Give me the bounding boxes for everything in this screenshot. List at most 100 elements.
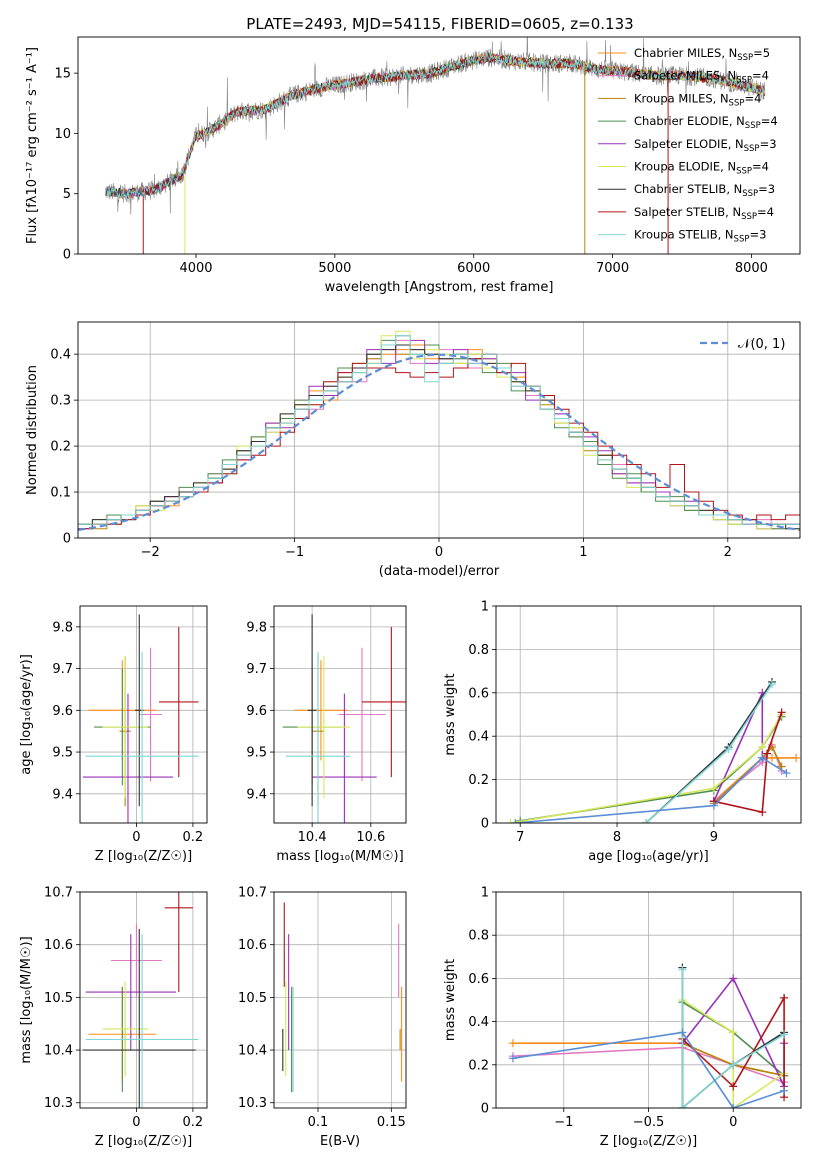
model-spectrum-line <box>105 52 765 200</box>
normal-curve <box>78 353 800 531</box>
y-axis-label: Flux [fλ10⁻¹⁷ erg cm⁻² s⁻¹ A⁻¹] <box>25 47 40 244</box>
weight-marker <box>780 993 789 1002</box>
weight-marker <box>506 819 515 823</box>
y-axis-label: mass [log₁₀(M/M☉)] <box>19 936 34 1063</box>
y-tick-label: 9.4 <box>246 787 267 802</box>
panel-age_vs_mass: 10.4 10.6 9.4 9.5 9.6 9.7 9.8 mass [log₁₀(M/M☉)… <box>246 605 407 864</box>
x-tick-label: 2 <box>724 545 732 560</box>
y-tick-label: 0.1 <box>50 486 71 501</box>
y-tick-label: 0.6 <box>468 686 489 701</box>
weight-marker <box>767 753 776 762</box>
x-tick-label: 0 <box>132 830 140 845</box>
plot-area <box>105 37 766 254</box>
errorbar-point <box>82 928 196 1108</box>
y-tick-label: 9.6 <box>246 704 267 719</box>
plot-area <box>282 902 403 1093</box>
errorbar-point <box>297 656 351 798</box>
y-tick-label: 10 <box>54 127 71 142</box>
x-tick-label: 7 <box>516 830 524 845</box>
legend-entry: Chabrier MILES, NSSP=5 <box>634 46 770 63</box>
panel-massweight_vs_Z: −1 −0.5 0 0 0.2 0.4 0.6 0.8 1 Z [log₁₀(Z/Z☉)] mass… <box>443 886 802 1149</box>
x-tick-label: 6000 <box>457 261 490 276</box>
y-tick-label: 9.6 <box>52 704 73 719</box>
weight-line <box>681 969 785 1108</box>
x-tick-label: −2 <box>141 545 160 560</box>
axes-frame <box>495 891 802 1109</box>
panel-massweight_vs_age: 7 8 9 0 0.2 0.4 0.6 0.8 1 age [log₁₀(age/yr)] mass… <box>443 600 802 864</box>
y-tick-label: 0.2 <box>468 1058 489 1073</box>
errorbar-point <box>139 647 162 782</box>
x-tick-label: 0.1 <box>308 1115 329 1130</box>
axes-frame <box>273 605 407 824</box>
y-tick-label: 0 <box>481 817 489 832</box>
weight-marker <box>729 1060 738 1069</box>
x-axis-label: Z [log₁₀(Z/Z☉)] <box>600 1134 697 1149</box>
axes-frame <box>273 891 407 1109</box>
y-tick-label: 10.7 <box>238 886 267 901</box>
errorbar-point <box>82 693 174 823</box>
x-tick-label: 8000 <box>735 261 768 276</box>
x-tick-label: 10.6 <box>356 830 385 845</box>
axes-frame <box>77 36 801 255</box>
y-tick-label: 0.4 <box>50 348 71 363</box>
errorbar-point <box>85 934 199 1108</box>
panel-spectrum: 4000 5000 6000 7000 8000 0 5 10 15 wavelength [An… <box>25 36 801 295</box>
y-tick-label: 0 <box>63 248 71 263</box>
y-tick-label: 9.8 <box>246 620 267 635</box>
x-tick-label: 0.2 <box>183 830 204 845</box>
errorbar-point <box>338 647 386 782</box>
plot-area <box>82 892 199 1108</box>
x-tick-label: 8 <box>613 830 621 845</box>
y-tick-label: 9.8 <box>52 620 73 635</box>
panel-age_vs_Z: 0 0.2 9.4 9.5 9.6 9.7 9.8 Z [log₁₀(Z/Z☉)] age [l… <box>19 605 208 864</box>
weight-marker <box>780 1030 789 1039</box>
errorbar-point <box>285 651 351 823</box>
errorbar-point <box>102 981 148 1077</box>
legend-entry: Chabrier ELODIE, NSSP=4 <box>634 114 778 131</box>
weight-marker <box>758 753 767 762</box>
x-axis-label: E(B-V) <box>320 1134 360 1149</box>
x-tick-label: 0 <box>435 545 443 560</box>
x-tick-label: 4000 <box>179 261 212 276</box>
x-tick-label: 0 <box>132 1115 140 1130</box>
x-axis-label: mass [log₁₀(M/M☉)] <box>276 849 403 864</box>
weight-marker <box>729 1104 738 1108</box>
x-tick-label: 9 <box>710 830 718 845</box>
y-tick-label: 10.5 <box>44 991 73 1006</box>
y-tick-label: 0.3 <box>50 394 71 409</box>
x-tick-label: −0.5 <box>633 1115 665 1130</box>
y-tick-label: 1 <box>481 600 489 615</box>
weight-marker <box>767 680 776 689</box>
y-tick-label: 10.3 <box>44 1096 73 1111</box>
plot-area <box>506 677 801 823</box>
y-tick-label: 10.7 <box>44 886 73 901</box>
y-tick-label: 9.5 <box>246 746 267 761</box>
axes-frame <box>77 321 801 539</box>
x-tick-label: 0.15 <box>377 1115 406 1130</box>
y-tick-label: 9.7 <box>246 662 267 677</box>
weight-marker <box>729 974 738 983</box>
x-axis-label: (data-model)/error <box>379 564 500 579</box>
legend-entry: Salpeter MILES, NSSP=4 <box>634 69 769 86</box>
y-tick-label: 5 <box>63 187 71 202</box>
y-tick-label: 10.6 <box>44 938 73 953</box>
y-tick-label: 10.5 <box>238 991 267 1006</box>
errorbar-point <box>159 626 199 778</box>
y-axis-label: age [log₁₀(age/yr)] <box>19 654 34 775</box>
weight-line <box>713 712 783 814</box>
y-tick-label: 0.6 <box>468 972 489 987</box>
weight-marker <box>792 753 801 762</box>
weight-marker <box>678 965 687 974</box>
y-tick-label: 15 <box>54 67 71 82</box>
weight-line <box>645 683 773 823</box>
x-tick-label: 0 <box>729 1115 737 1130</box>
axes-frame <box>79 891 208 1109</box>
errorbar-point <box>85 934 176 1051</box>
x-tick-label: −1 <box>554 1115 573 1130</box>
y-tick-label: 0 <box>481 1102 489 1117</box>
x-axis-label: Z [log₁₀(Z/Z☉)] <box>95 1134 192 1149</box>
legend-entry: Salpeter STELIB, NSSP=4 <box>634 205 774 222</box>
weight-marker <box>724 745 733 754</box>
y-tick-label: 0.4 <box>468 1015 489 1030</box>
